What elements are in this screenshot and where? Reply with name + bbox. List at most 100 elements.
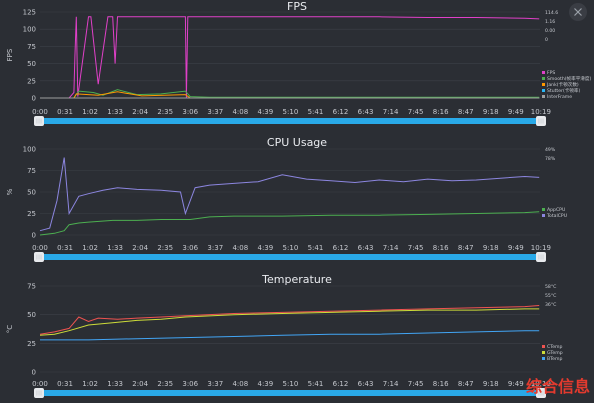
temp-chart-title: Temperature	[261, 273, 332, 286]
cpu-x-tick-label: 4:39	[258, 244, 274, 252]
fps-y-tick-label: 25	[27, 77, 36, 85]
fps-chart-title: FPS	[287, 0, 307, 13]
cpu-slider-end-grip: III	[538, 254, 544, 262]
fps-slider-start-grip: III	[36, 118, 42, 126]
watermark-text: 综合信息	[526, 377, 590, 396]
temp-x-tick-label: 2:35	[157, 380, 173, 388]
cpu-slider-start-handle[interactable]	[34, 252, 44, 262]
fps-time-range-slider[interactable]	[40, 118, 540, 124]
cpu-y-tick-label: 0	[32, 232, 36, 240]
temp-legend-swatch	[542, 357, 545, 360]
fps-x-tick-label: 9:49	[508, 108, 524, 116]
temp-slider-end-handle[interactable]	[536, 388, 546, 398]
temp-x-tick-label: 7:45	[408, 380, 424, 388]
fps-current-value: 1.16	[545, 19, 555, 25]
fps-x-tick-label: 7:14	[383, 108, 399, 116]
fps-series-line	[40, 16, 540, 99]
cpu-chart-title: CPU Usage	[267, 136, 327, 149]
fps-series-line	[40, 91, 540, 99]
cpu-y-tick-label: 75	[27, 167, 36, 175]
cpu-x-tick-label: 0:31	[57, 244, 73, 252]
temp-x-tick-label: 5:10	[283, 380, 299, 388]
cpu-series-line	[39, 211, 540, 236]
cpu-x-tick-label: 8:16	[433, 244, 449, 252]
cpu-slider-start-grip: III	[36, 254, 42, 262]
temp-y-tick-label: 0	[32, 369, 36, 377]
temp-x-tick-label: 0:00	[32, 380, 48, 388]
cpu-slider-end-handle[interactable]	[536, 252, 546, 262]
temp-series-line	[39, 305, 540, 335]
temp-x-tick-label: 10:19	[531, 380, 551, 388]
fps-legend-entry: Jank(卡顿次数)	[546, 81, 579, 88]
temp-slider-start-handle[interactable]	[34, 388, 44, 398]
temp-x-tick-label: 3:37	[207, 380, 223, 388]
cpu-x-tick-label: 1:33	[107, 244, 123, 252]
cpu-legend-entry: AppCPU	[547, 207, 565, 213]
temp-y-tick-label: 75	[27, 283, 36, 291]
fps-x-tick-label: 5:10	[283, 108, 299, 116]
fps-x-tick-label: 1:33	[107, 108, 123, 116]
cpu-x-tick-label: 7:45	[408, 244, 424, 252]
temp-x-tick-label: 3:06	[182, 380, 198, 388]
fps-x-tick-label: 7:45	[408, 108, 424, 116]
cpu-time-range-slider[interactable]	[40, 254, 540, 260]
temp-legend-entry: CTemp	[547, 344, 563, 350]
fps-y-axis-label: FPS	[6, 48, 14, 61]
cpu-x-tick-label: 1:02	[82, 244, 98, 252]
temp-legend-entry: GTemp	[547, 350, 563, 356]
fps-y-tick-label: 75	[27, 43, 36, 51]
temp-legend-swatch	[542, 345, 545, 348]
fps-slider-end-handle[interactable]	[536, 116, 546, 126]
fps-x-tick-label: 8:16	[433, 108, 449, 116]
cpu-x-tick-label: 6:43	[358, 244, 374, 252]
fps-x-tick-label: 6:43	[358, 108, 374, 116]
cpu-x-tick-label: 9:18	[483, 244, 499, 252]
fps-x-tick-label: 9:18	[483, 108, 499, 116]
close-icon-stroke	[574, 8, 582, 16]
fps-y-tick-label: 0	[32, 95, 36, 103]
fps-legend-entry: InterFrame	[547, 94, 572, 100]
fps-series-line	[40, 89, 540, 99]
fps-legend-entry: FPS	[547, 70, 555, 76]
fps-slider-start-handle[interactable]	[34, 116, 44, 126]
temp-slider-end-grip: III	[538, 390, 544, 398]
fps-x-tick-label: 3:06	[182, 108, 198, 116]
fps-x-tick-label: 1:02	[82, 108, 98, 116]
temp-time-range-slider[interactable]	[40, 390, 540, 396]
cpu-y-axis-label: %	[6, 188, 14, 195]
fps-x-tick-label: 2:35	[157, 108, 173, 116]
fps-legend-entry: Stutter(卡顿率)	[547, 87, 581, 94]
fps-x-tick-label: 10:19	[531, 108, 551, 116]
cpu-x-tick-label: 2:04	[132, 244, 148, 252]
temp-x-tick-label: 1:02	[82, 380, 98, 388]
cpu-series-line	[39, 157, 540, 232]
cpu-x-tick-label: 6:12	[333, 244, 349, 252]
cpu-x-tick-label: 8:47	[458, 244, 474, 252]
fps-x-tick-label: 2:04	[132, 108, 148, 116]
fps-current-value: 0.00	[545, 28, 555, 34]
temp-x-tick-label: 8:47	[458, 380, 474, 388]
temp-y-tick-label: 50	[27, 311, 36, 319]
fps-current-value: 0	[545, 37, 548, 43]
fps-x-tick-label: 6:12	[333, 108, 349, 116]
fps-x-tick-label: 0:00	[32, 108, 48, 116]
temp-x-tick-label: 7:14	[383, 380, 399, 388]
temp-x-tick-label: 9:49	[508, 380, 524, 388]
cpu-x-tick-label: 10:19	[531, 244, 551, 252]
cpu-x-tick-label: 3:06	[182, 244, 198, 252]
temp-series-line	[40, 330, 540, 341]
cpu-x-tick-label: 0:00	[32, 244, 48, 252]
temp-x-tick-label: 2:04	[132, 380, 148, 388]
temp-x-tick-label: 4:08	[232, 380, 248, 388]
temp-current-value: 36°C	[545, 302, 556, 308]
fps-x-tick-label: 4:39	[258, 108, 274, 116]
fps-legend-entry: Smooth(帧率平滑度)	[547, 75, 591, 82]
cpu-x-tick-label: 2:35	[157, 244, 173, 252]
fps-legend-swatch	[542, 77, 545, 80]
temp-x-tick-label: 0:31	[57, 380, 73, 388]
fps-x-tick-label: 4:08	[232, 108, 248, 116]
temp-x-tick-label: 6:43	[358, 380, 374, 388]
cpu-x-tick-label: 4:08	[232, 244, 248, 252]
fps-legend-swatch	[542, 71, 545, 74]
